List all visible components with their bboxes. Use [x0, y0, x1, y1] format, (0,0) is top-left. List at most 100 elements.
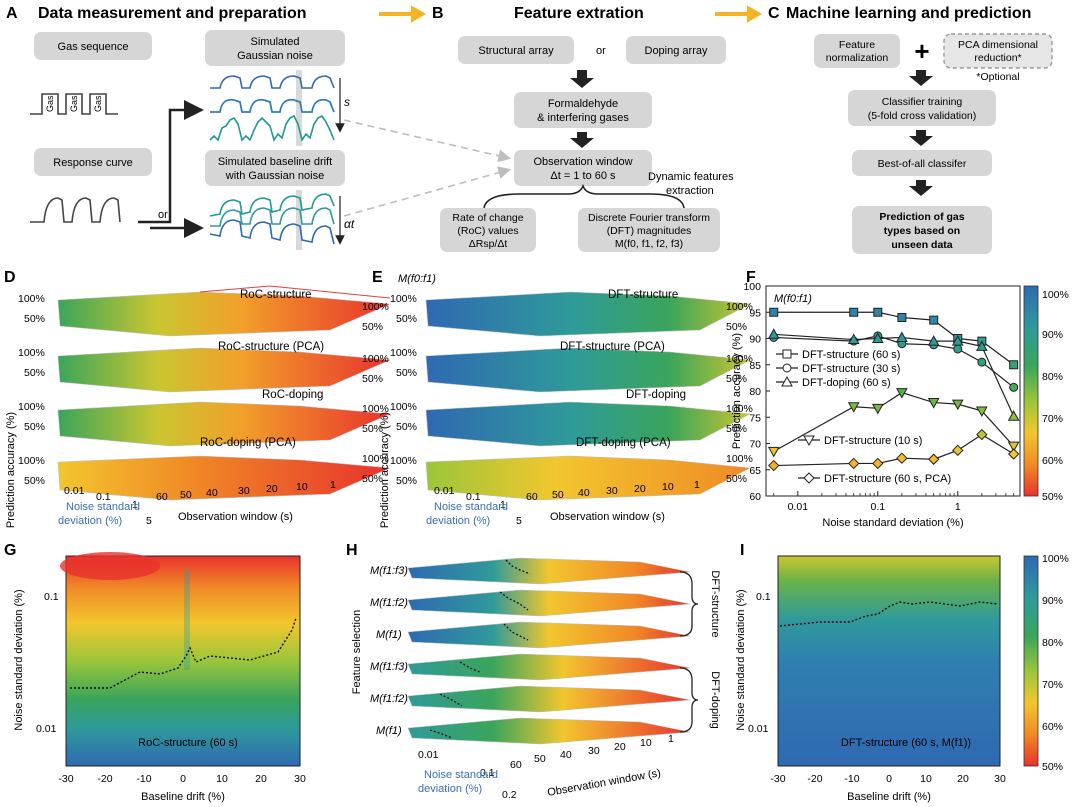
- i-ytick-1: 0.1: [756, 591, 771, 603]
- colorbar-bottom: 100% 90% 80% 70% 60% 50%: [1023, 553, 1069, 773]
- i-contour: [779, 601, 999, 627]
- e-noise-tick-3: 1: [500, 499, 506, 511]
- d-layer-label-2: RoC-structure (PCA): [218, 341, 324, 353]
- e-left-50-3: 50%: [396, 421, 417, 433]
- formaldehyde-line2: & interfering gases: [537, 112, 629, 124]
- panel-b: B Feature extration Structural array or …: [432, 5, 734, 252]
- e-left-100-4: 100%: [390, 455, 417, 467]
- d-layer-1: [57, 285, 391, 337]
- f-legend-label: DFT-structure (60 s): [802, 349, 900, 361]
- i-xtick-6: 20: [957, 773, 969, 785]
- i-ylabel: Noise standard deviation (%): [735, 589, 747, 730]
- orange-arrow-bc: [715, 5, 762, 23]
- classifier-line2: (5-fold cross validation): [868, 110, 977, 122]
- response-curve-waveform: [30, 197, 121, 223]
- f-data-point: [767, 328, 780, 339]
- i-xtick-5: 10: [920, 773, 932, 785]
- f-legend-marker: [782, 349, 792, 359]
- d-window-tick-1: 60: [156, 491, 168, 503]
- i-xtick-3: -10: [844, 773, 859, 785]
- feature-norm-line2: normalization: [826, 52, 889, 64]
- g-ytick-2: 0.01: [36, 723, 57, 735]
- d-right-100-1: 100%: [362, 301, 389, 313]
- g-xtick-4: 0: [180, 773, 186, 785]
- f-legend-marker: [803, 472, 815, 484]
- h-layer-5: [407, 685, 691, 713]
- panel-e-letter: E: [372, 269, 383, 286]
- d-layer-label-1: RoC-structure: [240, 289, 312, 301]
- panel-h-letter: H: [346, 542, 358, 559]
- f-data-point: [897, 313, 907, 322]
- gas-pulse-waveform: [30, 93, 118, 115]
- panel-a-letter: A: [6, 5, 18, 22]
- obs-window-box: [514, 150, 652, 186]
- cb-bot-50: 50%: [1042, 761, 1063, 773]
- e-noise-tick-1: 0.01: [434, 485, 455, 497]
- h-feature-3: M(f1): [376, 629, 402, 641]
- e-left-100-3: 100%: [390, 401, 417, 413]
- h-noise-tick-1: 0.01: [418, 749, 439, 761]
- f-data-point: [873, 307, 883, 317]
- e-left-50-4: 50%: [396, 475, 417, 487]
- h-contour-6: [429, 729, 453, 739]
- f-xtick-label: 0.01: [788, 501, 809, 513]
- down-arrow-b1: [570, 70, 594, 88]
- h-window-tick-7: 1: [668, 733, 674, 745]
- f-data-point: [896, 331, 908, 342]
- h-group-structure: DFT-structure: [709, 570, 721, 637]
- obs-window-line1: Observation window: [533, 156, 632, 168]
- gas-pulse-text-1: Gas: [45, 95, 55, 112]
- g-xtick-2: -20: [97, 773, 112, 785]
- d-right-100-2: 100%: [362, 353, 389, 365]
- f-data-point: [767, 446, 780, 458]
- prediction-line3: unseen data: [891, 239, 952, 251]
- f-data-point: [975, 406, 988, 417]
- structural-array-box: [458, 36, 574, 64]
- f-data-point: [951, 335, 964, 346]
- i-ytick-2: 0.01: [748, 723, 769, 735]
- noise-highlight: [296, 70, 302, 146]
- colorbar-bottom-bar: [1023, 555, 1039, 767]
- down-arrow-c3: [909, 180, 933, 196]
- panel-d-letter: D: [4, 269, 16, 286]
- g-annotation: RoC-structure (60 s): [138, 737, 238, 749]
- f-xtick-label: 1: [955, 501, 961, 513]
- e-xlabel-noise-1: Noise standard: [434, 501, 508, 513]
- h-ylabel: Feature selection: [351, 610, 363, 694]
- panel-e-feature: M(f0:f1): [398, 273, 436, 285]
- d-noise-tick-4: 5: [146, 515, 152, 527]
- i-xlabel: Baseline drift (%): [847, 791, 931, 803]
- f-ytick-label: 80: [749, 386, 761, 398]
- classifier-line1: Classifier training: [882, 96, 963, 108]
- d-left-100-4: 100%: [18, 455, 45, 467]
- e-layer-1: [425, 291, 752, 337]
- optional-note: *Optional: [976, 71, 1019, 83]
- g-xtick-5: 10: [216, 773, 228, 785]
- gas-sequence-label: Gas sequence: [58, 41, 129, 53]
- f-series-line: [773, 391, 1015, 452]
- d-noise-tick-1: 0.01: [64, 485, 85, 497]
- f-data-point: [1009, 382, 1019, 392]
- noise-wave-1: [210, 75, 335, 89]
- noise-wave-2: [210, 98, 335, 113]
- panel-g: G RoC-structure (60 s) Noise standard de…: [4, 542, 306, 803]
- or-label-b: or: [596, 45, 606, 57]
- sim-noise-box: [205, 30, 345, 66]
- gas-sequence-box: [34, 32, 152, 60]
- d-window-tick-2: 50: [180, 489, 192, 501]
- structural-array-label: Structural array: [478, 45, 554, 57]
- cb-bot-100: 100%: [1042, 553, 1069, 565]
- pca-box: [943, 33, 1053, 69]
- noise-wave-3: [209, 114, 335, 142]
- i-xtick-1: -30: [770, 773, 785, 785]
- e-window-tick-7: 1: [694, 479, 700, 491]
- f-legend-marker: [782, 363, 792, 373]
- f-data-point: [872, 457, 884, 470]
- e-layer-label-3: DFT-doping: [626, 389, 686, 401]
- e-layer-label-2: DFT-structure (PCA): [560, 341, 665, 353]
- f-ylabel: Prediction accuracy (%): [731, 333, 743, 449]
- i-xtick-4: 0: [886, 773, 892, 785]
- f-data-point: [871, 332, 884, 343]
- cb-bot-90: 90%: [1042, 595, 1063, 607]
- alpha-label: αt: [344, 217, 355, 231]
